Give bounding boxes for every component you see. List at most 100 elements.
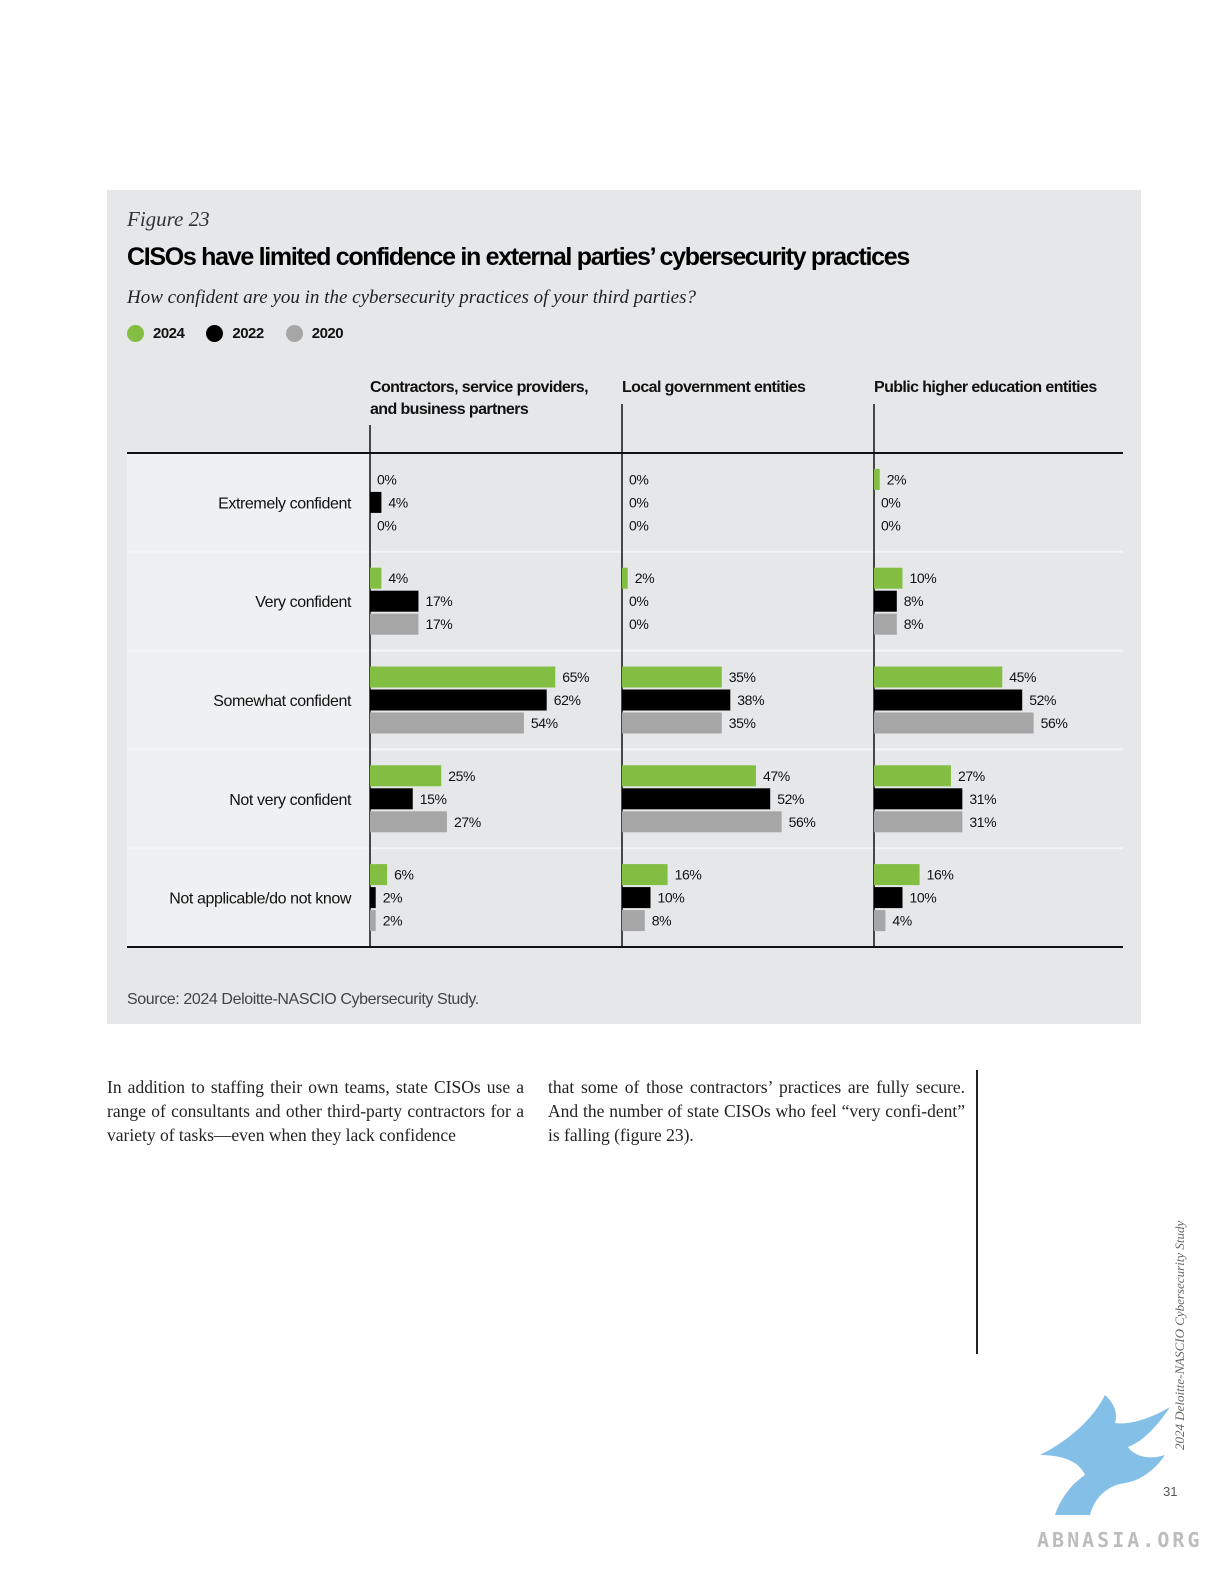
value-label: 45% [1009,669,1036,685]
value-label: 0% [881,517,900,533]
bar-2020 [370,613,419,635]
value-label: 8% [904,616,923,632]
value-label: 56% [789,814,816,830]
value-label: 2% [383,890,402,906]
value-label: 31% [969,791,996,807]
chart-legend: 2024 2022 2020 [127,325,365,342]
legend-item-2020: 2020 [285,325,344,342]
bar-2020 [874,712,1034,734]
legend-dot-2020-icon [285,325,303,342]
bar-chart: Contractors, service providers, and busin… [127,379,1123,948]
bar-2024 [370,864,388,886]
value-label: 16% [927,867,954,883]
watermark-text: ABNASIA.ORG [1037,1528,1203,1552]
bar-2020 [370,910,376,932]
value-label: 16% [675,867,702,883]
legend-item-2024: 2024 [127,325,185,342]
value-label: 27% [454,814,481,830]
bar-2022 [370,788,413,810]
bar-2024 [370,666,556,688]
value-label: 52% [777,791,804,807]
bar-2020 [622,712,722,734]
bar-2022 [622,887,651,909]
panel-title: and business partners [370,401,529,418]
value-label: 31% [969,814,996,830]
bar-2024 [622,765,756,787]
value-label: 15% [420,791,447,807]
value-label: 10% [910,890,937,906]
value-label: 38% [737,692,764,708]
category-label: Somewhat confident [213,693,352,710]
value-label: 10% [910,570,937,586]
column-divider [976,1070,978,1354]
value-label: 27% [958,768,985,784]
bar-2024 [874,765,951,787]
legend-label: 2020 [311,325,344,342]
value-label: 0% [377,517,396,533]
griffin-logo-icon [1040,1395,1170,1515]
bar-2022 [370,491,382,513]
figure-subtitle: How confident are you in the cybersecuri… [127,287,697,308]
value-label: 4% [388,570,407,586]
bar-2020 [370,712,524,734]
category-label: Extremely confident [218,495,352,512]
value-label: 0% [377,471,396,487]
value-label: 65% [562,669,589,685]
value-label: 0% [881,494,900,510]
value-label: 2% [383,913,402,929]
legend-label: 2024 [153,325,185,342]
body-text-column-1: In addition to staffing their own teams,… [107,1077,524,1145]
value-label: 56% [1041,715,1068,731]
bar-2024 [370,567,382,589]
body-text-column-2: that some of those contractors’ practice… [548,1077,965,1145]
category-label: Not applicable/do not know [169,891,352,908]
value-label: 2% [887,471,906,487]
value-label: 25% [448,768,475,784]
bar-2024 [622,864,668,886]
value-label: 8% [652,913,671,929]
bar-2024 [874,468,880,490]
bar-2022 [370,887,376,909]
value-label: 4% [388,494,407,510]
figure-title: CISOs have limited confidence in externa… [127,243,910,271]
bar-2020 [622,811,782,833]
legend-label: 2022 [232,325,264,342]
category-label: Very confident [255,594,352,611]
value-label: 0% [629,494,648,510]
figure-label: Figure 23 [127,207,210,231]
bar-2022 [622,788,771,810]
bar-2024 [622,666,722,688]
value-label: 0% [629,471,648,487]
bar-2022 [370,590,419,612]
panel-title: Local government entities [622,379,806,396]
value-label: 62% [554,692,581,708]
value-label: 47% [763,768,790,784]
value-label: 0% [629,593,648,609]
legend-dot-2022-icon [206,325,224,342]
value-label: 10% [658,890,685,906]
page-number: 31 [1163,1484,1178,1499]
legend-item-2022: 2022 [206,325,264,342]
bar-2022 [874,590,897,612]
panel-title: Contractors, service providers, [370,379,588,396]
value-label: 52% [1029,692,1056,708]
bar-2020 [622,910,645,932]
category-label: Not very confident [229,792,352,809]
value-label: 35% [729,715,756,731]
bar-2024 [370,765,442,787]
bar-2024 [874,864,920,886]
panel-title: Public higher education entities [874,379,1097,396]
value-label: 2% [635,570,654,586]
legend-dot-2024-icon [127,325,144,342]
bar-2024 [874,666,1003,688]
bar-2020 [874,910,886,932]
value-label: 6% [394,867,413,883]
bar-2024 [622,567,628,589]
bar-2022 [622,689,731,711]
value-label: 17% [425,616,452,632]
bar-2020 [874,811,963,833]
value-label: 35% [729,669,756,685]
bar-2022 [874,788,963,810]
value-label: 54% [531,715,558,731]
value-label: 0% [629,517,648,533]
